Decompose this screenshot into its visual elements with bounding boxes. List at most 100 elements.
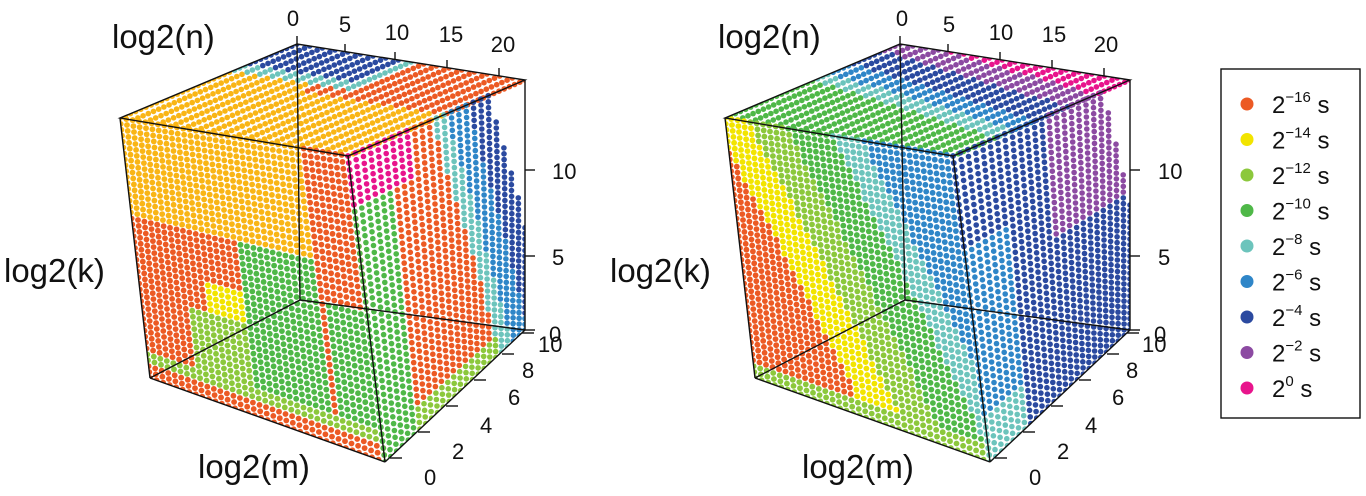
left-front-point <box>250 301 257 308</box>
left-front-point <box>346 314 352 321</box>
right-front-point <box>933 224 940 230</box>
left-top-point <box>403 61 409 67</box>
right-front-point <box>787 252 794 259</box>
left-front-point <box>211 284 218 290</box>
left-side-point <box>436 159 443 165</box>
left-front-point <box>308 310 314 317</box>
left-front-point <box>307 413 314 420</box>
left-side-point <box>372 322 379 329</box>
right-front-point <box>768 194 775 201</box>
left-side-point <box>428 143 434 150</box>
left-front-point <box>237 401 244 408</box>
left-side-point <box>410 425 417 431</box>
left-front-point <box>196 369 203 375</box>
left-front-point <box>289 260 296 267</box>
left-front-point <box>269 192 275 198</box>
left-side-point <box>468 352 475 358</box>
right-front-point <box>834 221 840 228</box>
left-front-point <box>277 213 284 219</box>
left-front-point <box>288 254 295 261</box>
left-top-point <box>473 90 479 97</box>
right-front-point <box>787 192 793 199</box>
left-side-point <box>480 156 486 162</box>
left-front-point <box>213 143 220 150</box>
right-front-point <box>803 171 809 178</box>
left-side-point <box>454 208 460 214</box>
left-side-point <box>460 313 466 320</box>
left-front-point <box>278 371 284 378</box>
right-front-point <box>956 255 963 262</box>
left-front-point <box>136 170 142 177</box>
left-front-point <box>327 163 334 170</box>
left-side-point <box>463 253 470 260</box>
left-side-point <box>420 387 426 394</box>
right-top-point <box>997 117 1004 124</box>
left-top-point <box>342 109 348 116</box>
right-top-point <box>765 104 772 110</box>
left-front-point <box>220 200 227 207</box>
left-top-point <box>272 79 278 86</box>
right-top-point <box>890 103 897 110</box>
right-top-point <box>968 85 974 92</box>
right-front-point <box>876 160 883 167</box>
right-front-point <box>847 230 854 237</box>
right-front-point <box>858 214 864 220</box>
left-top-point <box>320 81 327 88</box>
left-front-point <box>191 164 197 170</box>
right-top-point <box>945 57 952 64</box>
left-front-point <box>343 347 350 353</box>
left-front-point <box>174 344 181 351</box>
left-top-point <box>222 108 228 114</box>
right-front-point <box>874 192 880 198</box>
left-top-point <box>231 119 238 125</box>
left-side-point <box>449 243 455 250</box>
left-front-point <box>233 259 240 266</box>
right-front-point <box>905 244 911 250</box>
left-front-point <box>332 204 339 211</box>
right-top-point <box>955 68 962 74</box>
left-front-point <box>215 321 222 328</box>
left-side-point <box>479 150 486 156</box>
right-top-point <box>952 92 959 98</box>
left-front-point <box>132 193 139 200</box>
left-side-point <box>404 430 411 437</box>
left-side-point <box>359 212 366 218</box>
left-side-point <box>436 153 442 159</box>
right-front-point <box>777 267 783 274</box>
right-top-point <box>966 64 972 70</box>
right-front-point <box>780 136 787 143</box>
right-top-point <box>1000 124 1006 130</box>
left-front-point <box>281 194 288 201</box>
right-top-point <box>933 138 939 144</box>
left-front-point <box>283 259 290 266</box>
right-top-point <box>943 133 949 140</box>
left-side-point <box>446 311 453 317</box>
left-top-point <box>179 104 185 110</box>
left-front-point <box>202 317 209 324</box>
left-front-point <box>270 256 277 262</box>
left-top-point <box>415 115 422 121</box>
left-side-point <box>391 231 398 237</box>
right-front-point <box>770 212 777 219</box>
left-front-point <box>337 345 343 352</box>
right-front-point <box>736 129 742 135</box>
left-top-point <box>393 102 400 109</box>
left-top-point <box>337 96 344 103</box>
left-front-point <box>172 320 178 326</box>
left-top-point <box>450 78 457 84</box>
left-front-point <box>278 321 284 328</box>
left-front-point <box>233 209 240 216</box>
left-top-point <box>254 116 261 123</box>
left-front-point <box>138 246 145 253</box>
right-front-point <box>883 219 890 226</box>
left-side-point <box>486 330 492 336</box>
right-front-point <box>804 232 810 239</box>
left-front-point <box>165 159 172 166</box>
left-side-point <box>504 314 510 321</box>
left-top-point <box>344 116 350 122</box>
left-side-point <box>432 201 438 207</box>
left-front-point <box>167 171 173 178</box>
left-top-point <box>327 49 333 55</box>
right-front-point <box>850 206 857 213</box>
left-front-point <box>215 156 221 163</box>
